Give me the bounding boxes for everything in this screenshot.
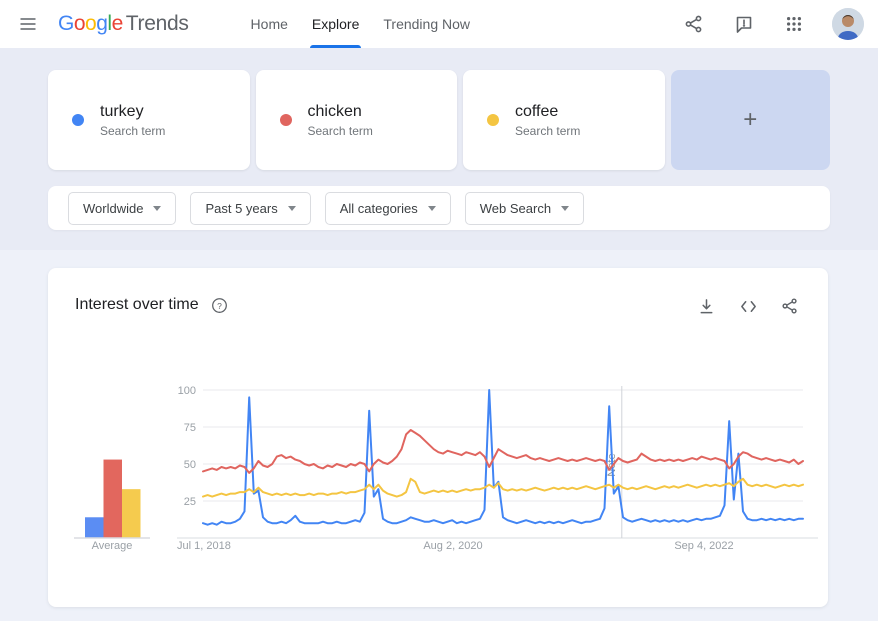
term-color-dot (487, 114, 499, 126)
term-card-chicken[interactable]: chicken Search term (255, 70, 457, 170)
share-icon (782, 298, 797, 314)
share-chart-button[interactable] (776, 292, 804, 320)
term-name: chicken (307, 102, 362, 120)
search-type-filter-value: Web Search (479, 200, 552, 216)
svg-text:Average: Average (92, 540, 133, 552)
average-bar-chart: Average (74, 459, 150, 552)
category-filter-dropdown[interactable]: All categories (324, 191, 451, 225)
chevron-down-icon (287, 205, 296, 211)
svg-text:75: 75 (184, 422, 196, 434)
search-type-filter-dropdown[interactable]: Web Search (464, 191, 585, 225)
hamburger-icon (20, 18, 36, 30)
nav-explore[interactable]: Explore (300, 0, 371, 48)
feedback-button[interactable] (726, 6, 762, 42)
apps-grid-icon (786, 16, 802, 32)
svg-text:?: ? (217, 300, 222, 310)
region-filter-value: Worldwide (83, 200, 144, 216)
svg-text:Sep 4, 2022: Sep 4, 2022 (674, 540, 733, 552)
term-color-dot (279, 114, 292, 126)
time-range-filter-dropdown[interactable]: Past 5 years (190, 191, 311, 225)
term-card-turkey[interactable]: turkey Search term (48, 70, 250, 170)
term-type-label: Search term (307, 123, 373, 138)
search-term-cards: turkey Search term chicken Search term c… (48, 70, 830, 170)
comparison-section: turkey Search term chicken Search term c… (0, 48, 878, 250)
download-csv-button[interactable] (692, 292, 720, 320)
embed-button[interactable] (734, 292, 762, 320)
google-apps-button[interactable] (776, 6, 812, 42)
avatar-photo (832, 8, 864, 40)
add-comparison-button[interactable]: + (670, 70, 830, 170)
chevron-down-icon (153, 205, 162, 211)
svg-text:Aug 2, 2020: Aug 2, 2020 (423, 540, 482, 552)
download-icon (700, 298, 712, 313)
term-type-label: Search term (100, 123, 166, 138)
results-area: Interest over time ? (0, 250, 878, 621)
nav-trending-now[interactable]: Trending Now (383, 16, 471, 32)
term-type-label: Search term (515, 123, 581, 138)
svg-text:50: 50 (184, 459, 196, 471)
plus-icon: + (743, 106, 758, 133)
menu-button[interactable] (10, 6, 46, 42)
chevron-down-icon (427, 205, 436, 211)
chart-actions (692, 292, 804, 320)
google-logo-wordmark: Google (58, 12, 123, 35)
category-filter-value: All categories (339, 200, 418, 216)
svg-text:100: 100 (178, 385, 196, 397)
time-range-filter-value: Past 5 years (205, 200, 278, 216)
term-name: coffee (515, 102, 559, 120)
embed-code-icon (740, 300, 756, 312)
filter-bar: Worldwide Past 5 years All categories We… (48, 186, 830, 230)
term-card-coffee[interactable]: coffee Search term (463, 70, 665, 170)
term-color-dot (72, 114, 84, 126)
region-filter-dropdown[interactable]: Worldwide (68, 191, 177, 225)
svg-text:Jul 1, 2018: Jul 1, 2018 (177, 540, 231, 552)
chevron-down-icon (561, 205, 570, 211)
feedback-icon (736, 16, 752, 33)
app-header: Google Trends Home Explore Trending Now (0, 0, 878, 48)
google-trends-logo[interactable]: Google Trends (58, 12, 189, 36)
term-name: turkey (100, 102, 144, 120)
svg-text:25: 25 (184, 496, 196, 508)
account-avatar[interactable] (832, 8, 864, 40)
interest-over-time-card: Interest over time ? (48, 268, 828, 607)
share-icon (685, 15, 702, 33)
header-actions (676, 6, 864, 42)
logo-product-name: Trends (125, 12, 189, 35)
chart-title: Interest over time (75, 296, 199, 313)
nav-home[interactable]: Home (250, 16, 288, 32)
help-button[interactable]: ? (209, 294, 231, 316)
share-button[interactable] (676, 6, 712, 42)
help-icon: ? (212, 297, 228, 313)
primary-nav: Home Explore Trending Now (239, 0, 482, 48)
